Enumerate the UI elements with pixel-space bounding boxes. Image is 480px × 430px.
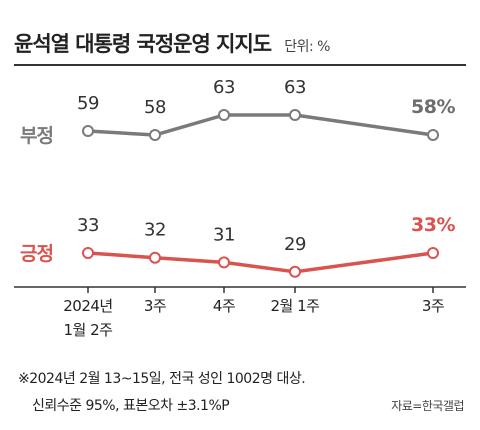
x-tick-label: 3주 xyxy=(144,297,166,315)
data-label: 63 xyxy=(213,77,235,98)
data-label: 58% xyxy=(411,96,455,118)
data-label: 33% xyxy=(411,214,455,236)
series-name-0: 부정 xyxy=(20,125,53,147)
series-name-1: 긍정 xyxy=(20,243,53,265)
data-label: 58 xyxy=(144,97,166,118)
source-label: 자료=한국갤럽 xyxy=(391,399,464,413)
x-tick-label: 3주 xyxy=(422,297,444,315)
data-point xyxy=(218,256,230,269)
x-tick-label: 2024년 1월 2주 xyxy=(63,297,112,339)
data-point xyxy=(82,125,94,137)
data-label: 59 xyxy=(77,93,99,114)
data-point xyxy=(218,109,230,121)
series-line-0 xyxy=(87,113,434,137)
title-rule xyxy=(14,64,466,66)
unit-label: 단위: % xyxy=(284,39,330,55)
data-point xyxy=(289,109,301,121)
footnote-confidence: 신뢰수준 95%, 표본오차 ±3.1%P xyxy=(32,398,230,414)
data-point xyxy=(149,129,161,141)
chart-title: 윤석열 대통령 국정운영 지지도 xyxy=(14,32,272,56)
data-point xyxy=(289,265,301,278)
data-point xyxy=(149,251,161,264)
data-label: 33 xyxy=(77,215,99,236)
footnote-survey: ※2024년 2월 13~15일, 전국 성인 1002명 대상. xyxy=(18,371,306,387)
series-line-1 xyxy=(87,251,434,274)
data-point xyxy=(427,247,439,259)
chart-header: 윤석열 대통령 국정운영 지지도 단위: % xyxy=(14,28,330,58)
data-label: 29 xyxy=(284,234,306,255)
data-point xyxy=(82,247,94,259)
x-tick-label: 4주 xyxy=(213,297,235,315)
x-tick-label: 2월 1주 xyxy=(271,297,320,315)
data-point xyxy=(427,129,439,141)
data-label: 32 xyxy=(144,220,166,241)
data-label: 31 xyxy=(213,224,235,245)
data-label: 63 xyxy=(284,77,306,98)
